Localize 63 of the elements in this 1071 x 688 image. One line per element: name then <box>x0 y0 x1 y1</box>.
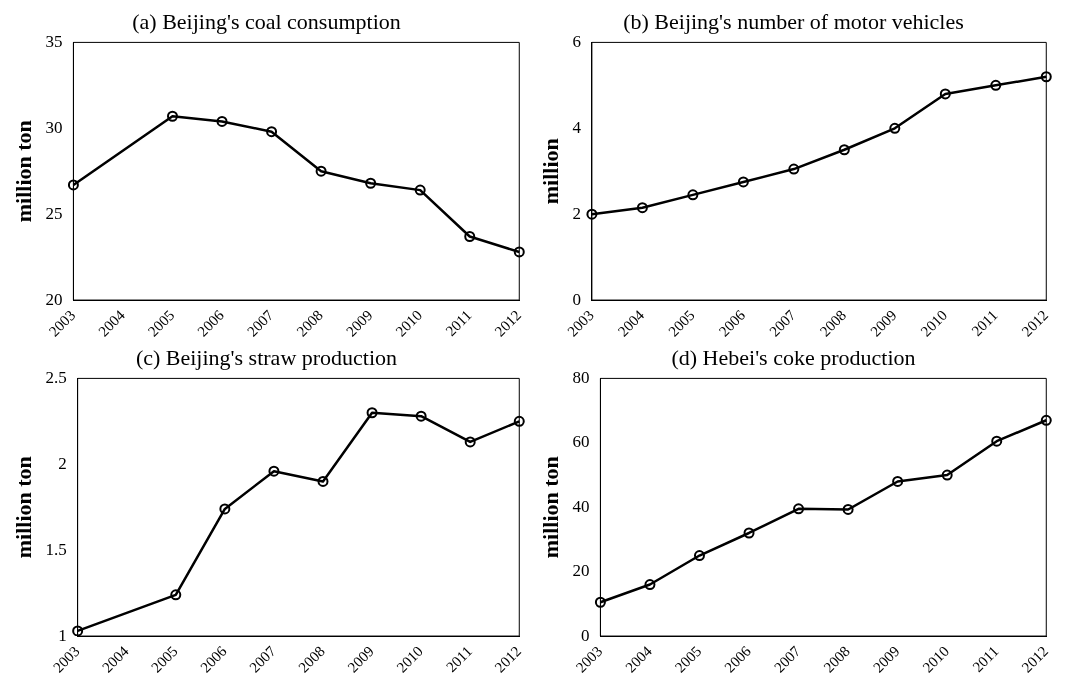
y-axis-title: million ton <box>537 456 563 559</box>
point <box>72 625 84 637</box>
point <box>414 184 426 196</box>
y-tick-label: 35 <box>45 31 63 51</box>
point <box>317 475 329 487</box>
point <box>693 550 705 562</box>
y-tick-label: 25 <box>45 203 63 223</box>
y-tick-label: 20 <box>572 561 590 581</box>
y-tick-label: 0 <box>580 625 590 645</box>
point <box>939 88 951 100</box>
point <box>838 144 850 156</box>
point <box>1040 71 1052 83</box>
y-tick-label: 30 <box>45 117 63 137</box>
point <box>594 596 606 608</box>
y-tick-label: 1.5 <box>45 539 67 559</box>
chart-title: (c) Beijing's straw production <box>135 344 398 370</box>
y-tick-label: 0 <box>572 289 581 309</box>
point <box>743 527 755 539</box>
point <box>889 122 901 134</box>
y-tick-label: 2 <box>58 453 67 473</box>
point <box>1040 414 1052 426</box>
point <box>415 410 427 422</box>
chart-title: (b) Beijing's number of motor vehicles <box>623 8 964 34</box>
point <box>464 231 476 242</box>
point <box>464 436 476 448</box>
point <box>644 579 656 591</box>
point <box>793 503 805 515</box>
point <box>266 126 278 138</box>
y-axis-title: million <box>537 138 563 205</box>
y-tick-label: 40 <box>572 496 590 516</box>
point <box>365 177 377 189</box>
y-tick-label: 6 <box>572 31 581 51</box>
y-tick-label: 20 <box>45 289 63 309</box>
point <box>67 179 79 191</box>
y-tick-label: 4 <box>572 117 582 137</box>
point <box>166 110 178 122</box>
point <box>737 176 749 188</box>
point <box>219 503 231 515</box>
point <box>513 415 525 427</box>
y-tick-label: 2 <box>572 203 581 223</box>
point <box>315 165 327 177</box>
y-tick-label: 80 <box>572 367 590 387</box>
point <box>842 503 854 515</box>
y-tick-label: 60 <box>572 432 590 452</box>
y-axis-title: million ton <box>10 120 36 223</box>
y-tick-label: 1 <box>58 625 67 645</box>
point <box>788 163 800 175</box>
point <box>513 246 525 258</box>
point <box>586 208 598 220</box>
point <box>687 189 699 201</box>
point <box>990 79 1002 91</box>
y-tick-label: 2.5 <box>45 367 67 387</box>
point <box>892 475 904 487</box>
y-axis-title: million ton <box>10 456 36 559</box>
point <box>636 202 648 214</box>
point <box>991 435 1003 447</box>
point <box>366 407 378 419</box>
chart-title: (a) Beijing's coal consumption <box>132 8 401 34</box>
chart-title: (d) Hebei's coke production <box>671 344 916 370</box>
point <box>170 589 182 601</box>
point <box>216 115 228 127</box>
point <box>941 469 953 481</box>
point <box>268 465 280 477</box>
